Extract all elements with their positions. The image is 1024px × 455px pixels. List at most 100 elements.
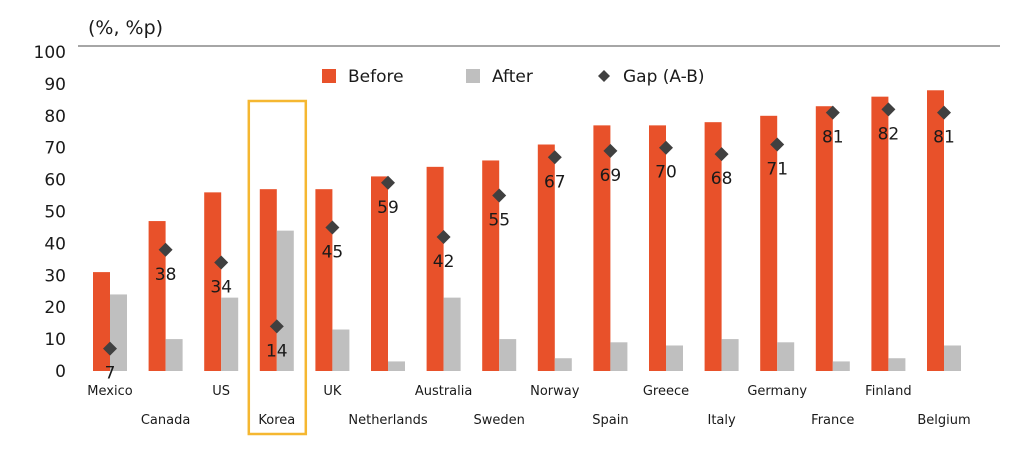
bar-before — [204, 192, 222, 371]
gap-marker — [659, 140, 673, 155]
gap-marker — [158, 242, 173, 257]
bar-after — [276, 230, 294, 371]
bar-before — [93, 272, 110, 371]
bar-after — [610, 342, 628, 371]
x-category-label: US — [212, 384, 230, 399]
bar-before — [704, 122, 722, 372]
unit-label: (%, %p) — [88, 17, 163, 39]
gap-marker — [381, 175, 395, 190]
gap-value-label: 81 — [822, 128, 844, 148]
gap-value-label: 38 — [155, 265, 177, 285]
gap-marker — [714, 147, 729, 162]
legend-swatch — [466, 69, 480, 83]
bar-before — [927, 90, 944, 371]
gap-marker — [547, 150, 562, 165]
gap-value-label: 67 — [544, 172, 566, 192]
y-tick-label: 20 — [44, 298, 66, 318]
legend-swatch — [322, 69, 336, 83]
gap-marker — [492, 188, 507, 203]
y-tick-label: 10 — [44, 330, 66, 350]
y-axis: 0 10 20 30 40 50 60 70 80 90 100 — [34, 43, 66, 382]
bar-after — [554, 358, 572, 371]
bar-before — [760, 115, 778, 371]
bar-after — [721, 339, 739, 371]
bar-after — [332, 329, 350, 371]
x-category-label: UK — [323, 384, 342, 399]
y-tick-label: 0 — [55, 362, 66, 382]
legend: Before After Gap (A-B) — [322, 67, 705, 87]
x-category-label: Germany — [747, 384, 807, 399]
highlight-layer — [247, 99, 308, 436]
gap-marker — [881, 102, 896, 117]
x-category-label: Netherlands — [348, 413, 427, 428]
bar-after — [443, 297, 461, 371]
bar-after — [110, 294, 127, 371]
x-category-label: Australia — [415, 384, 473, 399]
gap-marker — [770, 137, 785, 152]
gap-value-label: 34 — [210, 278, 232, 298]
x-category-label: France — [811, 413, 854, 428]
bar-after — [221, 297, 239, 371]
x-category-label: Canada — [141, 413, 190, 428]
bar-before — [371, 176, 388, 371]
gap-value-label: 71 — [766, 160, 788, 180]
x-category-label: Mexico — [87, 384, 132, 399]
gap-marker — [269, 319, 284, 334]
bar-after — [388, 361, 405, 371]
gap-marker — [436, 230, 451, 245]
x-category-label: Finland — [865, 384, 911, 399]
bar-after — [499, 339, 517, 371]
bar-after — [777, 342, 795, 371]
bar-after — [944, 345, 961, 371]
gap-marker — [325, 220, 340, 235]
gap-marker — [937, 105, 951, 120]
gap-value-label: 59 — [377, 198, 399, 218]
gap-value-label: 45 — [322, 242, 344, 262]
y-tick-label: 80 — [44, 107, 66, 127]
x-category-label: Norway — [530, 384, 580, 399]
y-tick-label: 100 — [34, 43, 66, 63]
gap-value-label: 42 — [433, 252, 455, 272]
bar-after — [832, 361, 850, 371]
bar-before — [148, 221, 166, 371]
gap-value-label: 14 — [266, 341, 288, 361]
gap-value-label: 68 — [711, 169, 733, 189]
x-category-label: Belgium — [917, 413, 970, 428]
bar-before — [315, 189, 333, 371]
gap-marker — [214, 255, 229, 270]
x-category-label: Spain — [592, 413, 628, 428]
y-tick-label: 30 — [44, 266, 66, 286]
gap-marker — [825, 105, 840, 120]
legend-label: Gap (A-B) — [623, 67, 705, 87]
y-tick-label: 50 — [44, 203, 66, 223]
gap-value-label: 81 — [933, 128, 955, 148]
gap-value-label: 82 — [878, 124, 900, 144]
bar-after — [165, 339, 183, 371]
gap-marker — [103, 341, 117, 356]
gap-marker — [603, 143, 618, 158]
gap-value-label: 70 — [655, 163, 677, 183]
x-category-label: Greece — [643, 384, 689, 399]
y-tick-label: 60 — [44, 171, 66, 191]
gap-value-label: 7 — [105, 364, 116, 384]
legend-label: After — [492, 67, 533, 87]
bar-after — [666, 345, 683, 371]
bar-after — [888, 358, 906, 371]
y-tick-label: 70 — [44, 139, 66, 159]
bar-before — [426, 166, 444, 371]
legend-label: Before — [348, 67, 404, 87]
bar-before — [482, 160, 500, 371]
bar-before — [871, 96, 889, 371]
x-category-label: Korea — [258, 413, 295, 428]
legend-swatch — [598, 70, 610, 82]
bar-before — [815, 106, 833, 371]
bar-before — [593, 125, 611, 372]
bar-before — [649, 125, 666, 372]
x-category-label: Sweden — [474, 413, 525, 428]
gap-value-label: 55 — [488, 211, 510, 231]
y-tick-label: 90 — [44, 75, 66, 95]
x-category-label: Italy — [707, 413, 736, 428]
highlight-box-korea — [247, 99, 308, 436]
gap-markers: 7 38 34 14 45 59 42 55 67 69 70 68 71 81 82 81 — [103, 102, 955, 384]
